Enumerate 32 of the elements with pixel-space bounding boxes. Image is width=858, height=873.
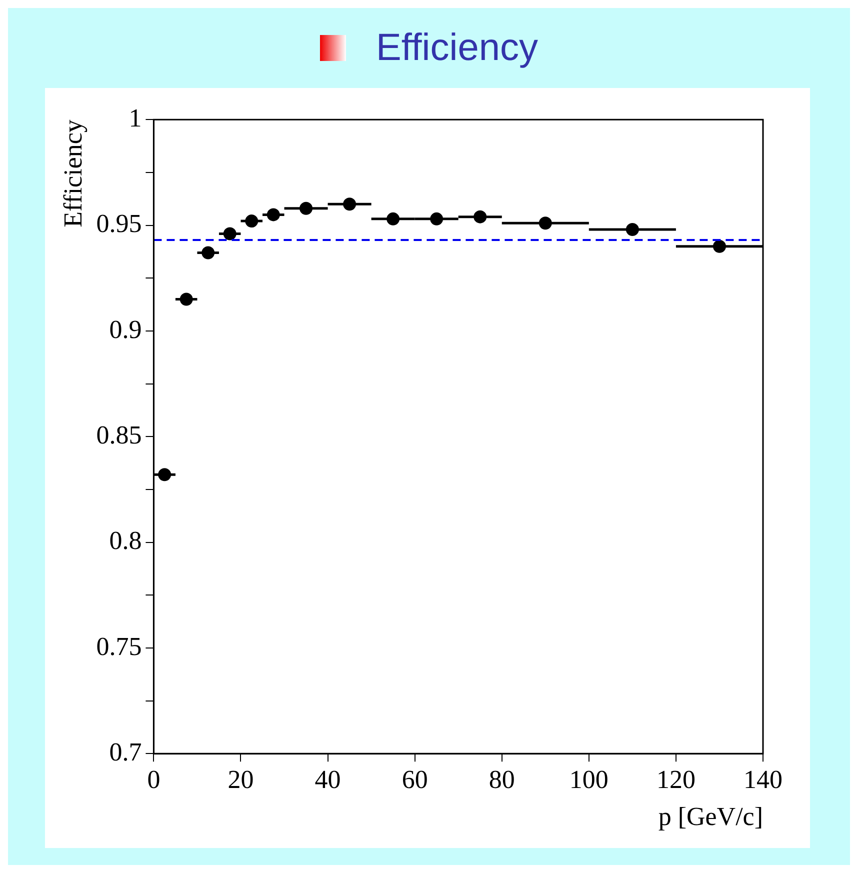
point [245, 214, 258, 228]
x-tick-label: 40 [314, 765, 341, 794]
point [202, 246, 215, 260]
point [266, 208, 280, 222]
point [430, 212, 444, 226]
point [474, 210, 487, 224]
x-tick-label: 80 [488, 765, 515, 794]
x-tick-label: 140 [744, 765, 782, 794]
point [180, 292, 193, 306]
point [223, 227, 236, 240]
y-tick-label: 0.75 [96, 632, 142, 661]
y-tick-label: 0.85 [96, 420, 142, 450]
y-tick-label: 0.9 [109, 314, 142, 344]
x-tick-label: 120 [656, 765, 696, 794]
y-tick-label: 0.7 [109, 737, 142, 766]
x-tick-label: 0 [147, 765, 160, 794]
x-tick-label: 20 [228, 765, 254, 794]
x-axis-title: p [GeV/c] [658, 802, 763, 832]
point [538, 216, 552, 230]
point [158, 468, 172, 482]
y-axis-title: Efficiency [58, 120, 88, 228]
point [343, 198, 356, 211]
x-tick-label: 100 [569, 765, 608, 794]
y-tick-label: 0.95 [96, 209, 142, 238]
chart-title: Efficiency [376, 26, 538, 70]
y-tick-label: 1 [128, 103, 142, 132]
x-tick-label: 60 [402, 765, 428, 794]
point [712, 240, 726, 253]
y-tick-label: 0.8 [109, 526, 142, 556]
point [386, 212, 400, 226]
point [300, 202, 313, 215]
point [626, 222, 639, 236]
